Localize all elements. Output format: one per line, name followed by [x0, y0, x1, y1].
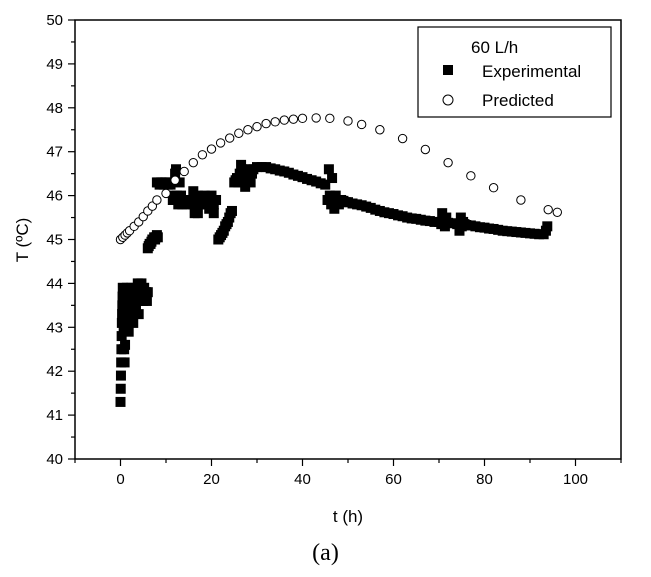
predicted-point	[152, 195, 162, 205]
predicted-point	[375, 125, 385, 135]
experimental-point	[174, 177, 185, 188]
y-tick-label: 47	[46, 144, 63, 161]
experimental-point	[152, 232, 163, 243]
predicted-point	[147, 201, 158, 211]
experimental-point	[165, 179, 176, 190]
predicted-point	[543, 204, 553, 215]
experimental-point	[115, 396, 126, 407]
experimental-point	[211, 194, 222, 205]
predicted-point	[188, 157, 199, 168]
experimental-point	[141, 295, 152, 306]
predicted-point	[343, 116, 353, 126]
predicted-point	[261, 118, 271, 129]
x-tick-label: 20	[203, 471, 220, 488]
legend-title: 60 L/h	[471, 38, 518, 57]
experimental-point	[120, 339, 131, 350]
y-tick-label: 49	[46, 56, 63, 73]
experimental-point	[128, 317, 139, 328]
experimental-point	[171, 164, 182, 175]
y-tick-label: 43	[46, 319, 63, 336]
experimental-point	[208, 208, 219, 219]
x-tick-label: 60	[385, 471, 402, 488]
predicted-point	[206, 144, 217, 154]
y-tick-label: 40	[46, 451, 63, 468]
experimental-point	[142, 287, 153, 298]
experimental-point	[237, 164, 248, 175]
predicted-point	[288, 114, 299, 124]
experimental-point	[123, 326, 134, 337]
predicted-point	[397, 133, 408, 144]
predicted-point	[234, 128, 244, 138]
predicted-point	[325, 113, 335, 124]
predicted-point	[170, 175, 180, 185]
x-tick-label: 100	[563, 471, 588, 488]
predicted-point	[179, 166, 189, 177]
experimental-point	[116, 331, 127, 342]
experimental-point	[323, 164, 334, 175]
legend-filled-square-icon	[443, 65, 453, 75]
experimental-point	[327, 173, 338, 184]
y-tick-label: 50	[46, 12, 63, 29]
predicted-point	[252, 121, 262, 132]
legend: 60 L/h Experimental Predicted	[417, 26, 612, 118]
predicted-point	[488, 182, 499, 193]
predicted-point	[243, 125, 253, 135]
predicted-point	[215, 138, 226, 148]
y-tick-label: 42	[46, 363, 63, 380]
x-axis-label: t (h)	[333, 507, 363, 526]
experimental-point	[115, 383, 126, 394]
experimental-point	[542, 221, 553, 232]
y-tick-label: 48	[46, 100, 63, 117]
predicted-point	[197, 150, 208, 160]
x-tick-label: 80	[476, 471, 493, 488]
experimental-point	[320, 179, 331, 190]
predicted-point	[516, 195, 526, 205]
experimental-point	[188, 186, 199, 197]
experimental-point	[441, 212, 452, 223]
predicted-point	[225, 133, 235, 143]
legend-entry-predicted: Predicted	[482, 91, 554, 110]
figure-caption: (a)	[312, 540, 339, 566]
predicted-point	[443, 157, 453, 168]
predicted-point	[270, 117, 280, 127]
predicted-point	[297, 113, 308, 124]
y-axis-ticks: 40 41 42 43 44 45 46 47 48 49 50	[46, 12, 75, 468]
predicted-series	[115, 113, 562, 245]
experimental-point	[245, 177, 256, 188]
y-tick-label: 46	[46, 188, 63, 205]
predicted-point	[279, 115, 289, 125]
experimental-series	[115, 159, 553, 407]
predicted-point	[311, 113, 321, 123]
x-tick-label: 0	[116, 471, 124, 488]
predicted-point	[552, 207, 562, 217]
predicted-point	[161, 188, 171, 199]
experimental-point	[115, 370, 126, 381]
y-axis-label: T (ºC)	[13, 218, 32, 263]
experimental-point	[226, 205, 237, 216]
y-tick-label: 41	[46, 407, 63, 424]
predicted-point	[356, 119, 367, 130]
legend-open-circle-icon	[442, 94, 454, 106]
experimental-point	[240, 181, 251, 192]
legend-entry-experimental: Experimental	[482, 62, 581, 81]
predicted-point	[420, 144, 431, 155]
predicted-point	[466, 171, 476, 181]
experimental-point	[133, 309, 144, 320]
x-axis-ticks: 0 20 40 60 80 100	[74, 459, 622, 488]
experimental-point	[119, 357, 130, 368]
experimental-point	[199, 190, 210, 201]
experimental-point	[233, 177, 244, 188]
x-tick-label: 40	[294, 471, 311, 488]
y-tick-label: 45	[46, 232, 63, 249]
experimental-point	[192, 208, 203, 219]
y-tick-label: 44	[46, 275, 63, 292]
